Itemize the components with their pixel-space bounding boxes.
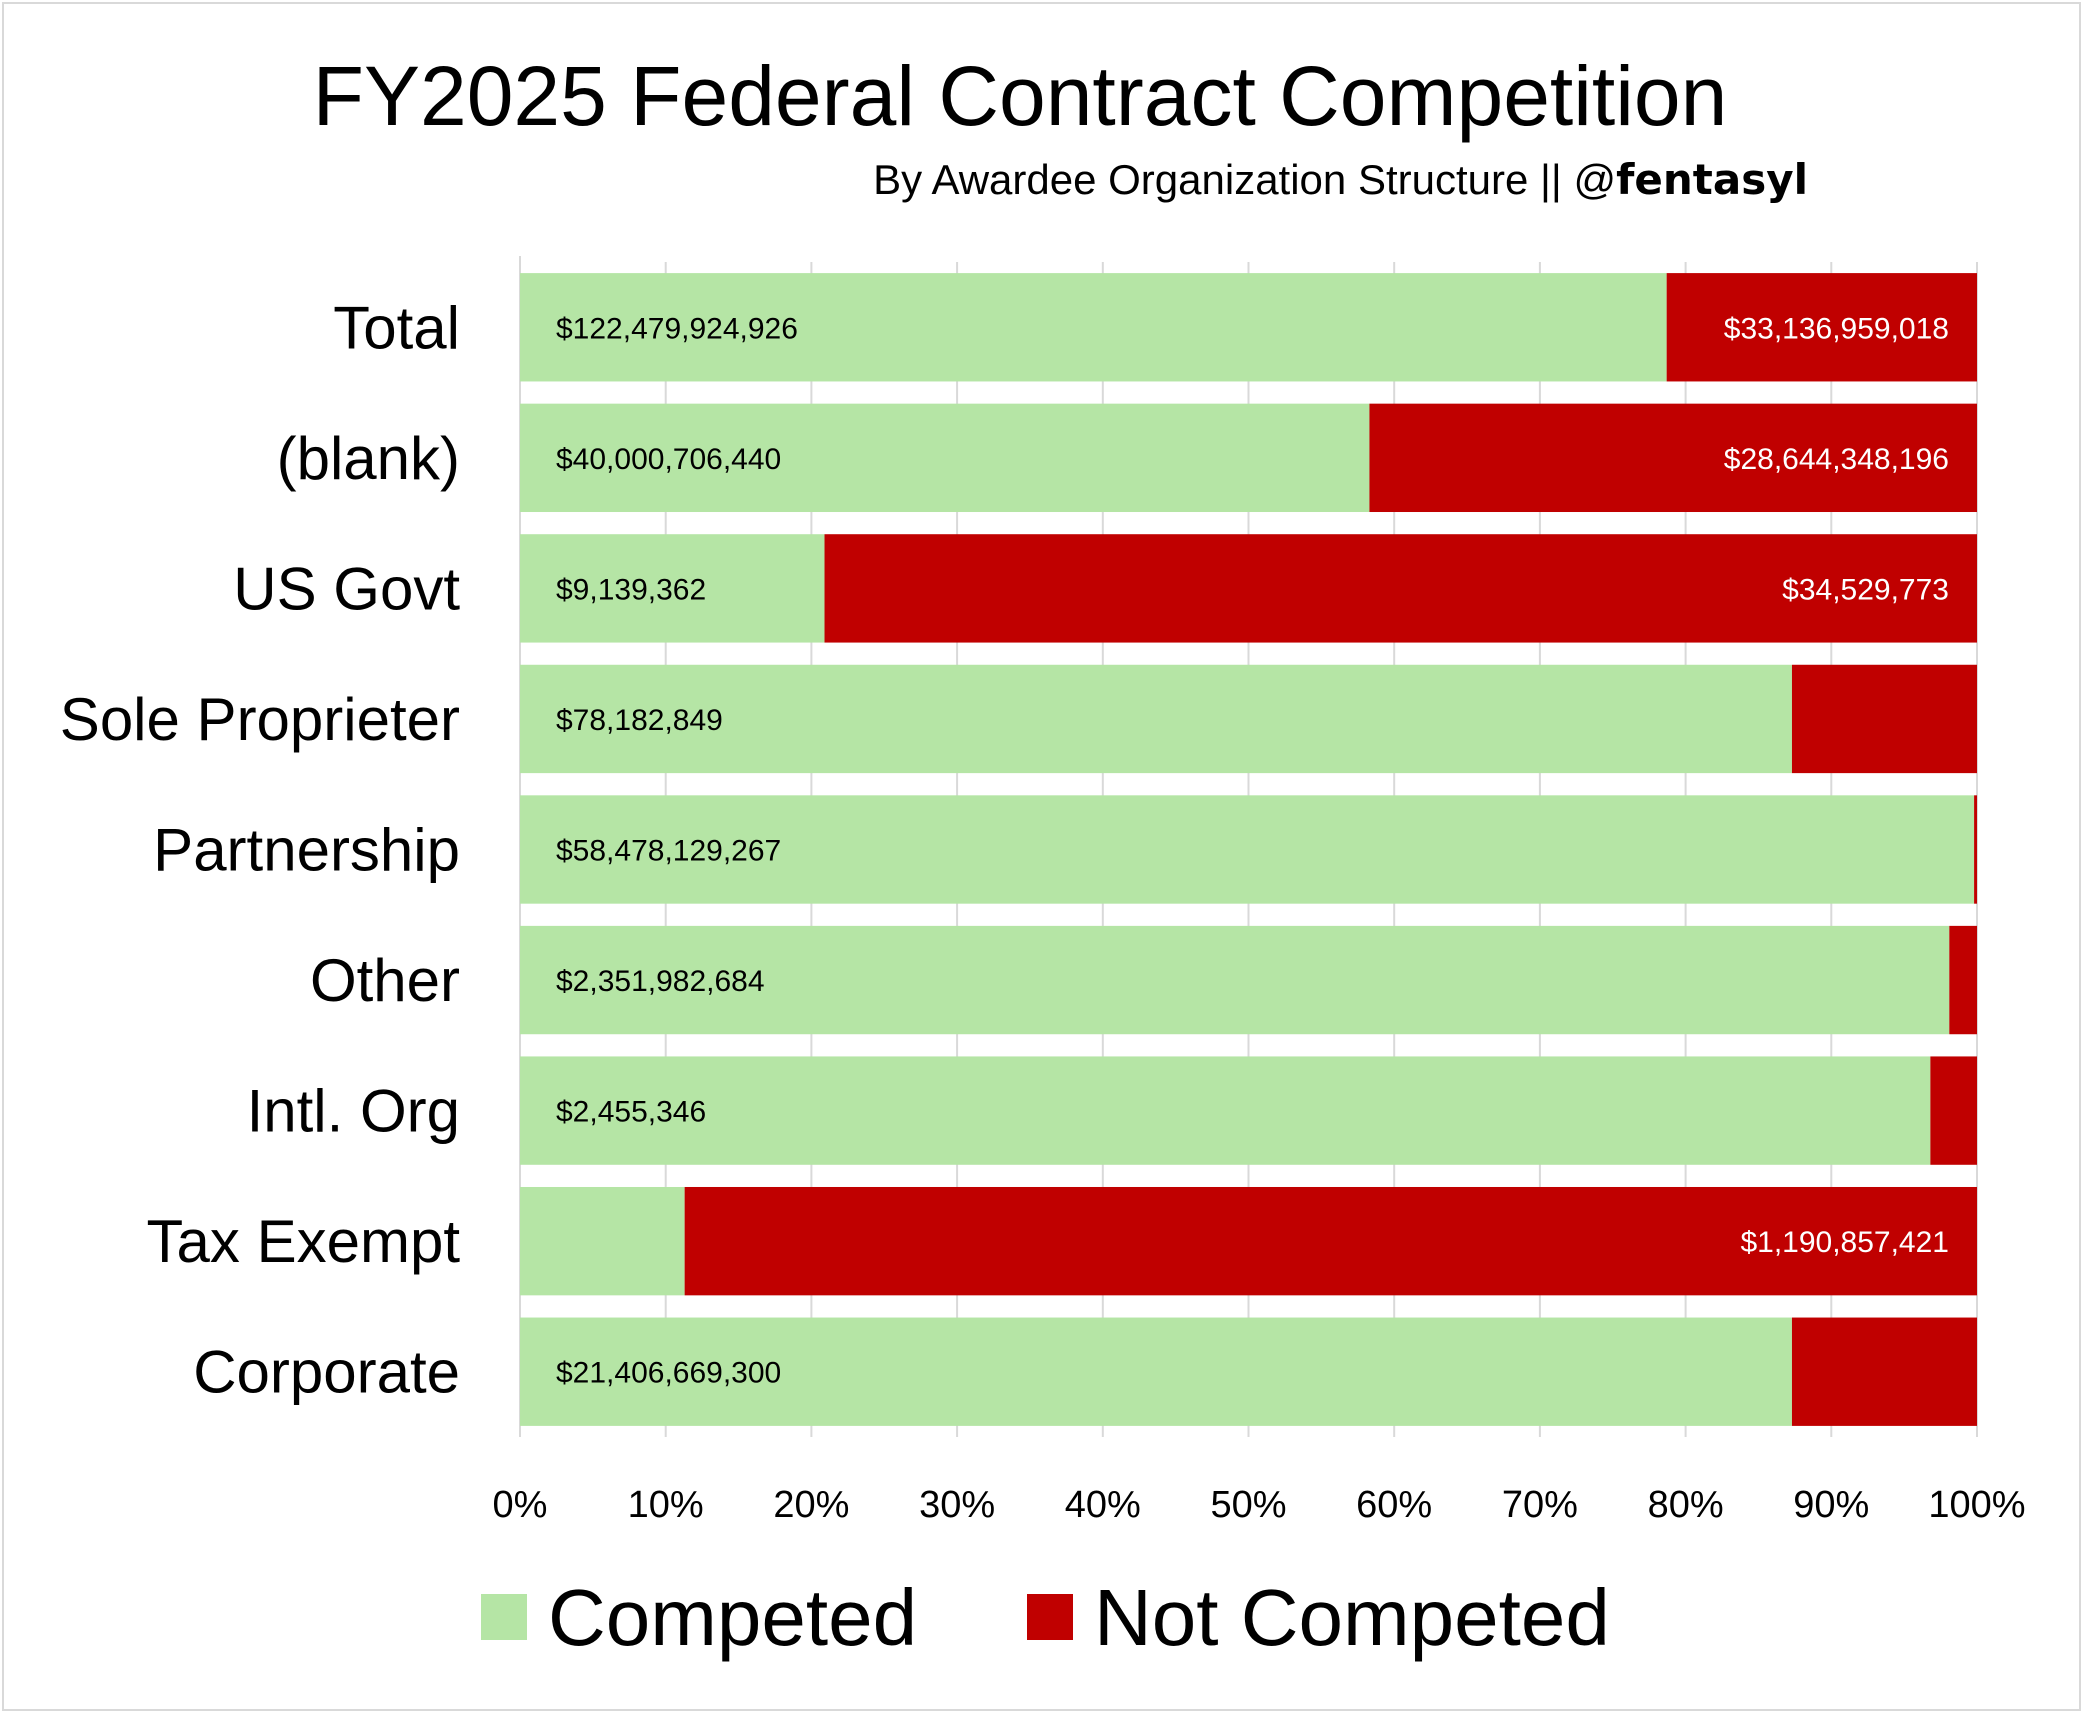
x-tick-label: 70%	[1502, 1484, 1578, 1526]
data-label: $21,406,669,300	[556, 1357, 781, 1390]
x-tick-label: 80%	[1648, 1484, 1724, 1526]
bar-segment-competed	[520, 664, 1792, 774]
category-label: Other	[310, 947, 460, 1014]
data-label: $33,136,959,018	[1724, 312, 1949, 345]
bar-segment-not-competed	[1930, 1056, 1977, 1165]
category-label: Intl. Org	[247, 1078, 460, 1145]
subtitle-handle: fentasyl	[1616, 155, 1808, 204]
x-tick-label: 40%	[1065, 1484, 1141, 1526]
bar-segment-not-competed	[1369, 403, 1977, 513]
bar-segment-competed	[520, 1056, 1931, 1165]
bar-segment-not-competed	[684, 1186, 1977, 1296]
data-label: $28,644,348,196	[1724, 443, 1949, 476]
category-label: Partnership	[153, 817, 460, 884]
bar-segment-competed	[520, 273, 1667, 382]
category-label: Corporate	[193, 1339, 460, 1406]
bar-segment-not-competed	[1791, 1317, 1977, 1426]
bar-segment-competed	[520, 1317, 1792, 1426]
bar-segment-competed	[520, 795, 1975, 904]
category-label: US Govt	[233, 555, 460, 622]
data-label: $1,190,857,421	[1740, 1226, 1949, 1259]
x-tick-label: 50%	[1210, 1484, 1286, 1526]
chart-subtitle: By Awardee Organization Structure || @fe…	[873, 155, 1808, 204]
category-label: Tax Exempt	[147, 1208, 461, 1275]
bar-segment-not-competed	[1666, 273, 1977, 382]
bar-segment-competed	[520, 1186, 685, 1296]
data-label: $122,479,924,926	[556, 312, 798, 345]
bar-segment-not-competed	[824, 534, 1978, 643]
x-tick-label: 10%	[628, 1484, 704, 1526]
bar-segment-not-competed	[1974, 795, 1977, 904]
x-axis-ticks: 0% 10% 20% 30% 40% 50% 60% 70% 80% 90% 100%	[493, 1484, 2026, 1526]
category-label: Total	[333, 294, 460, 361]
data-label: $34,529,773	[1782, 573, 1949, 606]
legend-label: Competed	[548, 1573, 917, 1662]
data-label: $2,455,346	[556, 1096, 706, 1129]
data-label: $9,139,362	[556, 573, 706, 606]
x-tick-label: 30%	[919, 1484, 995, 1526]
data-label: $2,351,982,684	[556, 965, 765, 998]
bar-segment-competed	[520, 403, 1370, 513]
data-label: $58,478,129,267	[556, 835, 781, 868]
legend-swatch	[481, 1594, 527, 1640]
chart-title: FY2025 Federal Contract Competition	[313, 49, 1728, 143]
bar-segment-competed	[520, 534, 825, 643]
data-label: $40,000,706,440	[556, 443, 781, 476]
subtitle-text: By Awardee Organization Structure || @	[873, 156, 1616, 203]
legend-label: Not Competed	[1094, 1573, 1610, 1662]
x-tick-label: 0%	[493, 1484, 548, 1526]
x-tick-label: 20%	[773, 1484, 849, 1526]
bar-segment-competed	[520, 925, 1950, 1035]
category-labels: Total (blank) US Govt Sole Proprieter Partne…	[60, 294, 461, 1405]
bar-segment-not-competed	[1791, 664, 1977, 774]
category-label: Sole Proprieter	[60, 686, 460, 753]
x-tick-label: 100%	[1928, 1484, 2025, 1526]
legend: Competed Not Competed	[481, 1573, 1610, 1662]
bar-segment-not-competed	[1949, 925, 1977, 1035]
x-tick-label: 60%	[1356, 1484, 1432, 1526]
legend-swatch	[1027, 1594, 1073, 1640]
x-tick-label: 90%	[1793, 1484, 1869, 1526]
category-label: (blank)	[277, 425, 460, 492]
bars: $122,479,924,926 $33,136,959,018 $40,000,7…	[520, 273, 1978, 1426]
data-label: $78,182,849	[556, 704, 723, 737]
